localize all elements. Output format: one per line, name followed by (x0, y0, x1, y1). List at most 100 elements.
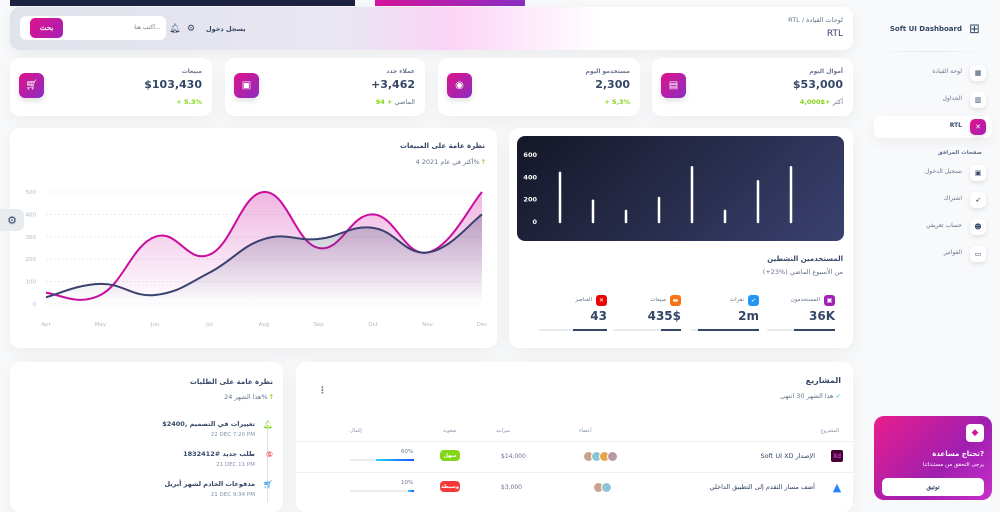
member-avatars (583, 451, 618, 462)
stat-value: 2m (738, 309, 759, 323)
breadcrumb-separator: / (801, 16, 805, 24)
table-row[interactable]: ▲ أضف مسار التقدم إلى التطبيق الداخلي $3,0… (296, 472, 853, 502)
html5-icon: ⑤ (265, 450, 273, 459)
cart-icon: 🛒︎ (262, 480, 273, 489)
stat-icon: ✕ (596, 295, 607, 306)
header-background-image (10, 0, 355, 6)
timeline-date: 22 DEC 7:20 PM (210, 432, 255, 438)
search-input[interactable] (68, 20, 160, 36)
sidebar-item[interactable]: ➶ اشتراك (874, 189, 992, 211)
stat-label: أموال اليوم (809, 68, 843, 75)
y-tick-label: 600 (523, 151, 537, 159)
sidebar-item[interactable]: ✕ RTL (874, 116, 992, 138)
sign-in-link[interactable]: يسجل دخول (206, 25, 246, 33)
breadcrumb-root[interactable]: لوحات القيادة (806, 16, 843, 24)
y-tick-label: 400 (523, 173, 537, 181)
check-icon: ✓ (835, 392, 841, 400)
document-icon: ▣ (234, 73, 259, 98)
header-difficulty: صعوبة (443, 428, 457, 434)
stat-change: الماضي + 94 (375, 98, 415, 106)
sidebar-item[interactable]: ▣ تسجيل الدخول (874, 162, 992, 184)
completion-bar (350, 490, 414, 492)
stat-card-sales: مبيعات $103,430 + 5.3% 🛒︎ (10, 58, 212, 116)
stat-value: 2,300 (595, 78, 630, 91)
series-line (45, 213, 483, 299)
page-title: RTL (826, 29, 843, 39)
timeline-date: 21 DEC 11 PM (216, 462, 255, 468)
sidebar-item[interactable]: ☻ حساب تعريفي (874, 216, 992, 238)
office-icon: ▥ (970, 92, 986, 108)
document-icon: ▣ (970, 165, 986, 181)
stat-change: أكثر +$4,000 (799, 98, 843, 106)
projects-title: المشاريع (805, 376, 841, 385)
arrow-up-icon: 🡑 (481, 158, 485, 166)
stat-label: العناصر (575, 297, 592, 303)
header-budget: ميزانية (496, 428, 510, 434)
sidebar-section-header: صفحات المرافق (937, 150, 982, 156)
money-icon: ▤ (661, 73, 686, 98)
documentation-button[interactable]: توثيق (882, 478, 984, 496)
stat-change: + 5,3% (604, 98, 630, 106)
shop-icon: ▦ (970, 65, 986, 81)
search-button[interactable]: بحث (30, 18, 63, 38)
projects-subtitle: هذا الشهر 30 انتهى ✓ (780, 392, 841, 400)
timeline-date: 21 DEC 9:34 PM (210, 492, 255, 498)
stat-value: 435$ (647, 309, 681, 323)
help-text: يرجى التحقق من مستنداتنا (922, 462, 984, 468)
member-avatars (593, 482, 612, 493)
y-tick-label: 400 (26, 212, 37, 218)
stat-value: $103,430 (144, 78, 202, 91)
stat-value: +3,462 (370, 78, 415, 91)
settings-gear-icon[interactable]: ⚙ (0, 209, 24, 231)
credit-card-icon: ▭ (970, 246, 986, 262)
stat-icon: ➶ (748, 295, 759, 306)
bell-icon[interactable]: 🔔︎ (169, 24, 181, 34)
stat-label: مستخدمو اليوم (585, 68, 630, 75)
rocket-icon: ➶ (970, 192, 986, 208)
search-box: بحث (20, 16, 166, 40)
stat-icon: ▣ (824, 295, 835, 306)
sidebar-item[interactable]: ▥ الجداول (874, 89, 992, 111)
timeline-item: ⑤ طلب جديد #1832412 21 DEC 11 PM (73, 450, 273, 476)
more-options-icon[interactable]: ⋮ (318, 386, 327, 396)
y-tick-label: 200 (26, 257, 37, 263)
x-tick-label: Nov (422, 322, 433, 328)
progress-fill (697, 329, 759, 331)
avatar[interactable] (607, 451, 618, 462)
sidebar-item[interactable]: ▭ الفواتير (874, 243, 992, 265)
sidebar-item[interactable]: ▦ لوحة القيادة (874, 62, 992, 84)
bell-icon: 🔔︎ (262, 420, 273, 429)
header-completion: إكمال (350, 428, 362, 434)
sales-subtitle: أكثر في عام 2021 4% 🡑 (415, 158, 485, 166)
progress-fill (794, 329, 835, 331)
sidebar-item-label: الفواتير (943, 249, 962, 256)
timeline-title: مدفوعات الخادم لشهر أبريل (164, 480, 255, 488)
brand-name[interactable]: Soft UI Dashboard (889, 25, 962, 33)
y-tick-label: 100 (26, 280, 37, 286)
stat-value: $53,000 (792, 78, 843, 91)
stat-value: 36K (809, 309, 835, 323)
progress-fill (573, 329, 607, 331)
stat-value: 43 (590, 309, 607, 323)
breadcrumb-current: RTL (788, 16, 800, 24)
completion-text: 60% (401, 449, 414, 455)
arrow-up-icon: 🡑 (269, 393, 273, 401)
cart-icon: 🛒︎ (19, 73, 44, 98)
avatar[interactable] (601, 482, 612, 493)
difficulty-badge: سهل (440, 450, 460, 461)
x-tick-label: Sep (313, 322, 324, 328)
stat-change: + 5.3% (176, 98, 202, 106)
table-row[interactable]: Xd Soft UI XD الإصدار $14,000 سهل 60% (296, 441, 853, 471)
timeline-title: $2400, تغييرات في التصميم (162, 420, 255, 428)
diamond-icon: ◆ (966, 424, 984, 442)
project-name: أضف مسار التقدم إلى التطبيق الداخلي (709, 483, 815, 491)
sidebar-item-label: الجداول (942, 95, 962, 102)
stat-card-clients: عملاء جدد +3,462 الماضي + 94 ▣ (225, 58, 425, 116)
completion-bar (350, 459, 414, 461)
help-title: تحتاج مساعدة? (932, 450, 984, 458)
progress-bar (613, 329, 681, 331)
active-users-card: 0 200 400 600 المستخدمين النشطين (+23%) من … (509, 128, 853, 348)
gear-icon[interactable]: ⚙ (187, 24, 196, 34)
y-tick-label: 500 (26, 190, 37, 196)
sales-overview-card: نظرة عامة على المبيعات أكثر في عام 2021 … (10, 128, 497, 348)
